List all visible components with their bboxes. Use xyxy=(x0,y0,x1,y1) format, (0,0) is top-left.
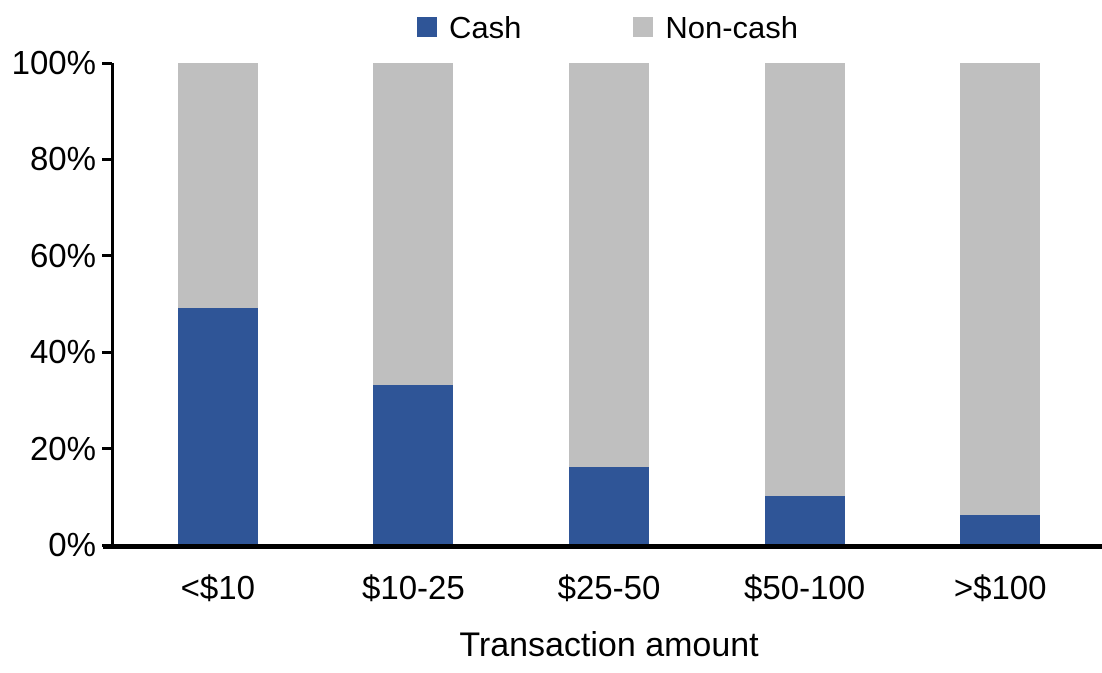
plot-area xyxy=(120,63,1098,544)
noncash-segment xyxy=(960,63,1041,515)
noncash-segment xyxy=(568,63,649,467)
bar-column xyxy=(707,63,903,544)
cash-segment xyxy=(960,515,1041,544)
x-axis-title: Transaction amount xyxy=(459,626,759,664)
noncash-segment xyxy=(764,63,845,496)
stacked-bar-3 xyxy=(568,63,649,544)
y-tick-mark xyxy=(102,350,112,354)
legend-item-noncash: Non-cash xyxy=(633,12,798,43)
y-tick-label: 60% xyxy=(29,236,96,274)
cash-segment xyxy=(568,467,649,544)
x-axis-labels: <$10 $10-25 $25-50 $50-100 >$100 xyxy=(120,570,1098,606)
y-axis-line xyxy=(111,63,114,549)
cash-segment xyxy=(764,496,845,544)
x-category-label: <$10 xyxy=(180,569,255,606)
y-tick-label: 0% xyxy=(48,526,96,563)
stacked-bar-5 xyxy=(960,63,1041,544)
cash-swatch-icon xyxy=(416,17,437,37)
y-tick-mark xyxy=(102,447,112,451)
legend-item-cash: Cash xyxy=(416,9,522,45)
y-tick-mark xyxy=(102,543,112,547)
cash-segment xyxy=(373,385,454,544)
cash-segment xyxy=(177,308,258,544)
y-tick-label: 40% xyxy=(29,333,96,371)
bar-column xyxy=(316,63,512,544)
y-tick-mark xyxy=(102,254,112,258)
cash-legend-label: Cash xyxy=(448,9,522,45)
noncash-legend-label: Non-cash xyxy=(665,9,799,45)
stacked-bar-1 xyxy=(177,63,258,544)
x-category-label: $50-100 xyxy=(744,569,866,606)
stacked-bar-4 xyxy=(764,63,845,544)
y-tick-label: 80% xyxy=(29,140,96,178)
noncash-swatch-icon xyxy=(633,17,654,37)
bar-column xyxy=(511,63,707,544)
stacked-bar-2 xyxy=(373,63,454,544)
x-axis-line xyxy=(103,544,1102,549)
y-tick-label: 20% xyxy=(29,429,96,467)
bar-column xyxy=(902,63,1098,544)
y-tick-label: 100% xyxy=(11,44,96,81)
bar-column xyxy=(120,63,316,544)
y-tick-mark xyxy=(102,61,112,65)
x-category-label: >$100 xyxy=(953,569,1047,606)
noncash-segment xyxy=(373,63,454,385)
noncash-segment xyxy=(177,63,258,308)
x-category-label: $10-25 xyxy=(362,569,465,606)
y-tick-mark xyxy=(102,157,112,161)
x-category-label: $25-50 xyxy=(557,569,661,606)
chart-legend: Cash Non-cash xyxy=(113,6,1102,48)
